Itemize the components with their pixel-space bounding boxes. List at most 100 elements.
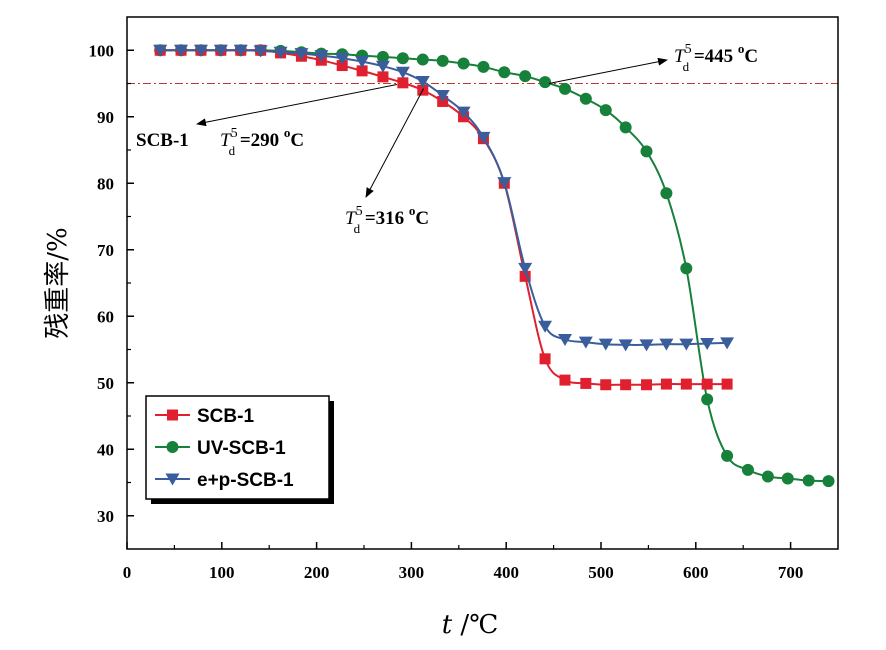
data-point (620, 379, 632, 391)
data-point (355, 56, 370, 69)
degree-symbol: o (738, 41, 745, 56)
data-point (558, 82, 571, 95)
data-point (497, 177, 512, 190)
degree-symbol: o (284, 125, 291, 140)
x-axis-title: t /℃ (442, 610, 499, 640)
y-axis-title: 残重率/% (43, 227, 73, 338)
td-value: =316 (360, 208, 409, 229)
data-point (519, 70, 532, 83)
data-point (193, 44, 208, 57)
y-tick-label: 30 (97, 507, 114, 526)
data-point (721, 378, 733, 390)
data-point (415, 76, 430, 89)
unit: C (744, 46, 758, 67)
td-value: =290 (235, 130, 284, 151)
data-point (153, 44, 168, 57)
data-point (641, 379, 653, 391)
data-point (660, 378, 672, 390)
data-point (396, 52, 409, 65)
x-tick-label: 200 (304, 563, 330, 582)
legend-swatch-marker (167, 409, 178, 421)
td-symbol: T (220, 130, 232, 151)
y-tick-label: 80 (97, 174, 114, 193)
td-subscript: d (354, 221, 361, 236)
data-point (660, 187, 673, 200)
x-axis-variable: t (442, 610, 453, 640)
data-point (741, 463, 754, 476)
data-point (395, 66, 410, 79)
data-point (294, 48, 309, 61)
y-tick-label: 60 (97, 307, 114, 326)
legend-item: e+p-SCB-1 (155, 470, 294, 491)
data-point (377, 71, 389, 83)
data-point (335, 52, 350, 65)
data-point (701, 378, 713, 390)
unit: C (415, 208, 429, 229)
data-point (213, 44, 228, 57)
data-point (618, 339, 633, 352)
data-point (456, 106, 471, 119)
data-point (356, 65, 368, 77)
data-point (580, 377, 592, 389)
y-tick-label: 100 (89, 41, 115, 60)
x-tick-label: 500 (588, 563, 614, 582)
data-point (538, 320, 553, 333)
y-tick-label: 90 (97, 108, 114, 127)
data-point (578, 336, 593, 349)
data-point (680, 262, 693, 275)
data-point (457, 57, 470, 70)
data-point (397, 77, 409, 89)
data-point (477, 60, 490, 73)
data-point (781, 472, 794, 485)
data-point (700, 338, 715, 351)
td-value: =445 (689, 46, 738, 67)
data-point (659, 338, 674, 351)
x-tick-label: 300 (399, 563, 425, 582)
data-point (559, 374, 571, 386)
annotation-label: T5 d =290 oC (220, 125, 304, 158)
data-point (679, 338, 694, 351)
data-point (539, 353, 551, 365)
annotation-td5-445: T5 d =445 oC (548, 41, 758, 84)
td-symbol: T (674, 46, 686, 67)
data-point (174, 44, 189, 57)
axis-title-layer: t /℃ 残重率/% (43, 227, 498, 640)
x-tick-label: 400 (493, 563, 519, 582)
td-subscript: d (229, 143, 236, 158)
legend-swatch-marker (166, 441, 179, 453)
annotation-td5-316: T5 d =316 oC (345, 88, 429, 236)
td-superscript: 5 (685, 42, 692, 57)
legend-label: SCB-1 (197, 406, 254, 427)
data-point (519, 270, 531, 282)
data-point (598, 338, 613, 351)
unit: C (290, 130, 304, 151)
annotation-td5-290: SCB-1 T5 d =290 oC (136, 84, 398, 158)
data-point (314, 50, 329, 63)
y-tick-label: 70 (97, 241, 114, 260)
data-point (557, 334, 572, 347)
legend-swatch-marker (165, 473, 180, 486)
legend-item: SCB-1 (155, 406, 254, 427)
data-point (720, 337, 735, 350)
data-point (640, 145, 653, 158)
annotation-arrow (196, 84, 398, 127)
series-layer (153, 44, 835, 488)
x-tick-label: 700 (778, 563, 804, 582)
data-point (518, 262, 533, 275)
data-point (721, 449, 734, 462)
x-tick-label: 0 (123, 563, 132, 582)
data-point (599, 104, 612, 117)
data-point (253, 45, 268, 58)
x-axis-unit: /℃ (452, 610, 498, 640)
y-tick-label: 50 (97, 374, 114, 393)
data-point (680, 378, 692, 390)
data-point (539, 76, 552, 89)
legend-label: e+p-SCB-1 (197, 470, 294, 491)
annotation-series-label: SCB-1 (136, 130, 189, 151)
data-point (600, 379, 612, 391)
degree-symbol: o (409, 203, 416, 218)
annotation-arrow (548, 57, 668, 84)
